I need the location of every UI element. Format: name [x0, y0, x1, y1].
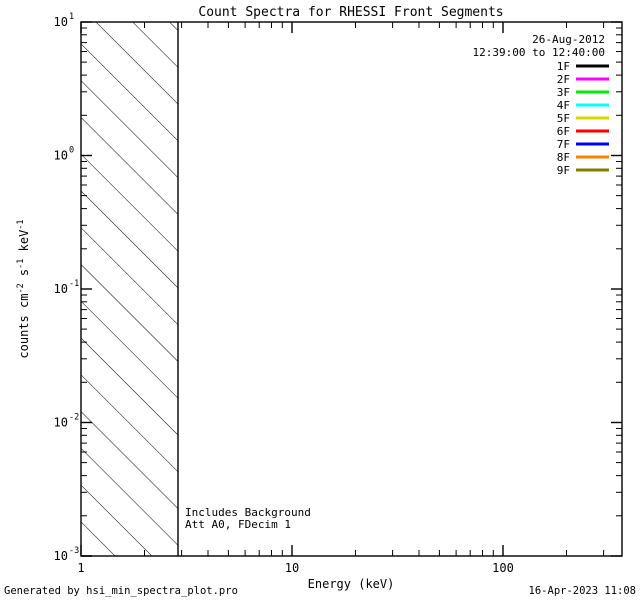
y-axis-ticks: [81, 21, 622, 557]
excluded-band-hatch: [81, 22, 178, 556]
y-tick-exp-1e-1: -1: [69, 279, 79, 289]
y-tick-exp-1e1: 1: [69, 12, 74, 22]
legend-label-8F: 8F: [557, 151, 570, 164]
y-tick-label-1e-3: 10: [54, 549, 68, 563]
y-axis-label-part-s: s: [17, 269, 31, 283]
legend-label-2F: 2F: [557, 73, 570, 86]
y-tick-label-1e1: 10: [54, 15, 68, 29]
annotation-attenuator-state: Att A0, FDecim 1: [185, 518, 291, 531]
legend-label-7F: 7F: [557, 138, 570, 151]
x-axis-label: Energy (keV): [308, 577, 395, 591]
x-tick-label-1: 1: [77, 561, 84, 575]
y-axis-label-part-counts: counts cm: [17, 294, 31, 359]
chart-title: Count Spectra for RHESSI Front Segments: [198, 5, 503, 20]
legend: 1F 2F 3F 4F 5F 6F 7F 8F 9F: [557, 60, 609, 177]
y-tick-exp-1e-3: -3: [69, 546, 79, 556]
x-tick-label-10: 10: [285, 561, 299, 575]
svg-text:counts cm-2 s-1 keV-1: counts cm-2 s-1 keV-1: [16, 219, 31, 358]
x-axis-ticks: [80, 22, 605, 556]
legend-label-9F: 9F: [557, 164, 570, 177]
footer-generator: Generated by hsi_min_spectra_plot.pro: [4, 585, 238, 597]
y-tick-labels: 10 -3 10 -2 10 -1 10 0 10 1: [54, 12, 80, 563]
observation-date: 26-Aug-2012: [532, 33, 605, 46]
y-axis-label-exp-s: -1: [16, 259, 26, 269]
observation-time-range: 12:39:00 to 12:40:00: [473, 46, 605, 59]
y-tick-label-1e-2: 10: [54, 416, 68, 430]
y-axis-label-exp-cm: -2: [16, 283, 26, 293]
legend-label-4F: 4F: [557, 99, 570, 112]
y-axis-label: counts cm-2 s-1 keV-1: [16, 219, 31, 358]
legend-label-3F: 3F: [557, 86, 570, 99]
y-axis-label-exp-kev: -1: [16, 219, 26, 229]
y-tick-exp-1e-2: -2: [69, 413, 79, 423]
x-tick-label-100: 100: [492, 561, 514, 575]
legend-label-5F: 5F: [557, 112, 570, 125]
y-tick-label-1e0: 10: [54, 149, 68, 163]
y-axis-label-part-kev: keV: [17, 230, 31, 259]
y-tick-exp-1e0: 0: [69, 146, 74, 156]
legend-label-6F: 6F: [557, 125, 570, 138]
annotation-includes-background: Includes Background: [185, 506, 311, 519]
footer-timestamp: 16-Apr-2023 11:08: [529, 585, 636, 597]
y-tick-label-1e-1: 10: [54, 282, 68, 296]
legend-label-1F: 1F: [557, 60, 570, 73]
